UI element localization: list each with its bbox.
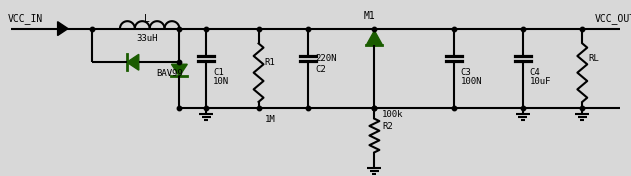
Text: VCC_OUT: VCC_OUT bbox=[595, 13, 631, 24]
Text: 10uF: 10uF bbox=[530, 77, 551, 86]
Text: 220N: 220N bbox=[315, 54, 336, 63]
Text: 100N: 100N bbox=[461, 77, 482, 86]
Polygon shape bbox=[127, 54, 139, 70]
Text: 10N: 10N bbox=[213, 77, 229, 86]
Text: R1: R1 bbox=[264, 58, 275, 67]
Text: C1: C1 bbox=[213, 68, 224, 77]
Polygon shape bbox=[172, 64, 187, 76]
Text: VCC_IN: VCC_IN bbox=[8, 13, 44, 24]
Text: C3: C3 bbox=[461, 68, 471, 77]
Polygon shape bbox=[57, 22, 68, 36]
Text: BAV99: BAV99 bbox=[156, 69, 184, 78]
Polygon shape bbox=[367, 31, 382, 45]
Text: 1M: 1M bbox=[264, 115, 275, 124]
Text: 33uH: 33uH bbox=[136, 34, 158, 43]
Text: R2: R2 bbox=[382, 122, 393, 131]
Text: C4: C4 bbox=[530, 68, 541, 77]
Text: 100k: 100k bbox=[382, 110, 404, 119]
Text: C2: C2 bbox=[315, 65, 326, 74]
Text: L: L bbox=[144, 14, 150, 24]
Text: RL: RL bbox=[588, 54, 599, 63]
Text: M1: M1 bbox=[363, 11, 375, 21]
